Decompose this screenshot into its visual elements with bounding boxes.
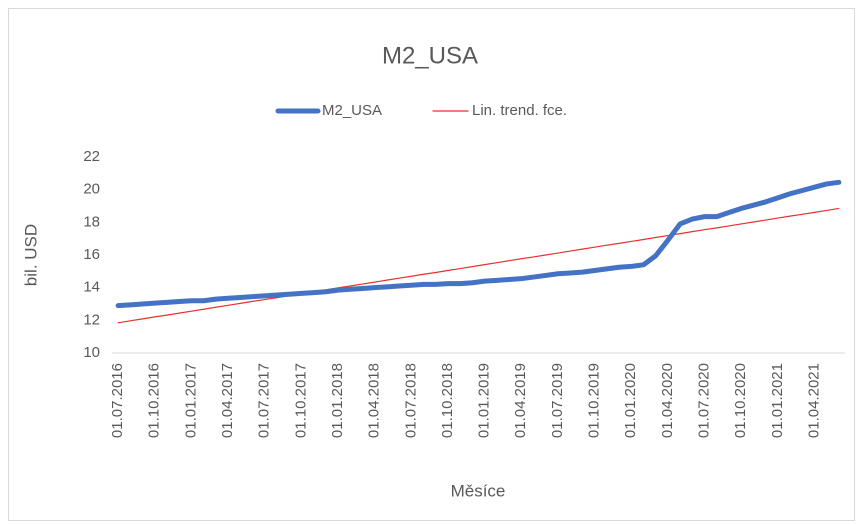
- x-tick-label: 01.10.2020: [732, 363, 749, 438]
- y-axis-title: bil. USD: [21, 224, 40, 286]
- x-tick-label: 01.10.2018: [439, 363, 456, 438]
- x-tick-label: 01.07.2018: [402, 363, 419, 438]
- chart-title: M2_USA: [382, 42, 478, 69]
- x-tick-label: 01.07.2017: [256, 363, 273, 438]
- y-tick-label: 14: [83, 279, 100, 296]
- x-tick-label: 01.10.2016: [146, 363, 163, 438]
- legend-label: Lin. trend. fce.: [472, 102, 567, 119]
- series-line: [117, 207, 840, 324]
- y-tick-label: 20: [83, 181, 100, 198]
- x-tick-label: 01.04.2019: [512, 363, 529, 438]
- y-tick-label: 18: [83, 213, 100, 230]
- x-tick-label: 01.04.2020: [659, 363, 676, 438]
- x-tick-label: 01.04.2017: [219, 363, 236, 438]
- x-tick-label: 01.04.2021: [805, 363, 822, 438]
- legend-label: M2_USA: [322, 102, 382, 119]
- y-tick-label: 10: [83, 344, 100, 361]
- x-tick-label: 01.04.2018: [366, 363, 383, 438]
- x-tick-label: 01.01.2021: [769, 363, 786, 438]
- x-tick-label: 01.01.2018: [329, 363, 346, 438]
- y-tick-label: 16: [83, 246, 100, 263]
- x-tick-label: 01.01.2019: [476, 363, 493, 438]
- x-tick-label: 01.07.2019: [549, 363, 566, 438]
- x-tick-label: 01.10.2017: [292, 363, 309, 438]
- x-tick-label: 01.07.2020: [695, 363, 712, 438]
- x-tick-label: 01.07.2016: [109, 363, 126, 438]
- x-tick-label: 01.10.2019: [586, 363, 603, 438]
- x-tick-label: 01.01.2020: [622, 363, 639, 438]
- x-axis-title: Měsíce: [451, 481, 506, 500]
- y-tick-label: 22: [83, 148, 100, 165]
- x-tick-label: 01.01.2017: [182, 363, 199, 438]
- chart-frame: [8, 8, 855, 521]
- series-line: [115, 179, 842, 309]
- y-tick-label: 12: [83, 311, 100, 328]
